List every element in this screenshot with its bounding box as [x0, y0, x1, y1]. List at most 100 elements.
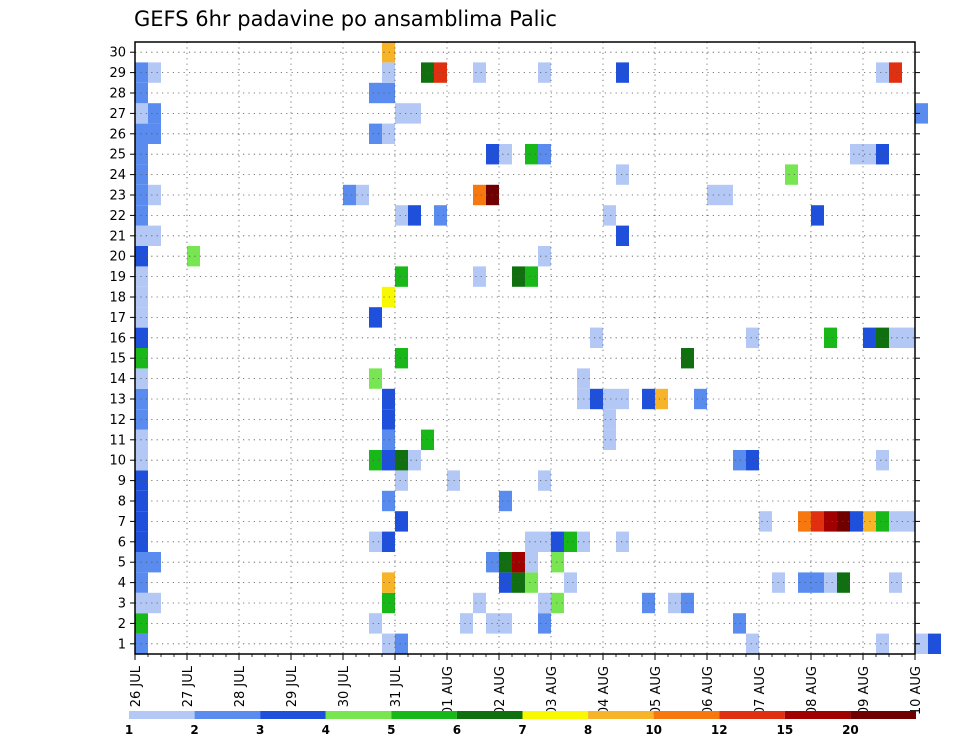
- heatmap-cell: [876, 633, 889, 654]
- y-tick-label: 4: [118, 576, 126, 591]
- heatmap-cell: [746, 327, 759, 348]
- heatmap-cell: [538, 592, 551, 614]
- x-tick-label: 27 JUL: [181, 665, 196, 707]
- heatmap-cell: [148, 184, 161, 206]
- legend-swatch: [129, 711, 195, 719]
- heatmap-cell: [395, 103, 408, 124]
- legend-label: 8: [584, 723, 592, 737]
- heatmap-cell: [434, 205, 447, 226]
- legend-label: 3: [256, 723, 264, 737]
- heatmap-cell: [473, 266, 486, 287]
- y-tick-label: 29: [109, 66, 126, 81]
- heatmap-cell: [148, 225, 161, 246]
- heatmap-cell: [499, 490, 512, 512]
- heatmap-cell: [538, 531, 551, 552]
- x-tick-label: 01 AUG: [441, 666, 456, 715]
- heatmap-cell: [473, 62, 486, 83]
- chart-title: GEFS 6hr padavine po ansamblima Palic: [134, 7, 557, 31]
- heatmap-cell: [902, 511, 915, 532]
- y-tick-label: 22: [109, 209, 126, 224]
- heatmap-cell: [564, 572, 577, 593]
- heatmap-cell: [785, 164, 798, 185]
- x-tick-label: 30 JUL: [337, 665, 352, 707]
- legend-swatch: [260, 711, 326, 719]
- heatmap-cell: [148, 62, 161, 83]
- y-tick-label: 16: [109, 331, 126, 346]
- heatmap-cell: [382, 123, 395, 144]
- heatmap-cell: [798, 572, 811, 593]
- x-tick-label: 02 AUG: [493, 666, 508, 715]
- x-tick-label: 05 AUG: [649, 666, 664, 715]
- x-tick-label: 04 AUG: [597, 666, 612, 715]
- heatmap-cell: [395, 266, 408, 287]
- y-tick-label: 2: [118, 617, 126, 632]
- heatmap-cell: [395, 511, 408, 532]
- heatmap-cell: [473, 592, 486, 614]
- heatmap-cell: [616, 164, 629, 185]
- heatmap-cell: [148, 123, 161, 144]
- legend-swatch: [522, 711, 589, 719]
- heatmap-cell: [746, 450, 759, 471]
- heatmap-cell: [395, 450, 408, 471]
- heatmap-cell: [876, 450, 889, 471]
- heatmap-cell: [382, 42, 395, 63]
- heatmap-cell: [603, 409, 616, 430]
- y-tick-label: 20: [109, 250, 126, 265]
- heatmap-cell: [824, 572, 837, 593]
- y-tick-label: 27: [109, 107, 126, 122]
- y-tick-label: 6: [118, 535, 126, 550]
- y-tick-label: 1: [118, 637, 126, 652]
- heatmap-cell: [681, 348, 694, 369]
- y-tick-label: 28: [109, 87, 126, 102]
- y-tick-label: 30: [109, 46, 126, 61]
- y-tick-label: 9: [118, 474, 126, 489]
- y-tick-label: 19: [109, 270, 126, 285]
- legend-label: 4: [322, 723, 330, 737]
- heatmap-cell: [590, 327, 603, 348]
- heatmap-cell: [369, 82, 382, 104]
- heatmap-cell: [408, 205, 421, 226]
- heatmap-cell: [538, 613, 551, 634]
- heatmap-cell: [382, 388, 395, 410]
- heatmap-cell: [538, 62, 551, 83]
- x-tick-label: 26 JUL: [129, 665, 144, 707]
- heatmap-cell: [408, 450, 421, 471]
- heatmap-cell: [876, 62, 889, 83]
- heatmap-cell: [915, 633, 928, 654]
- heatmap-cell: [850, 144, 863, 165]
- heatmap-cell: [148, 103, 161, 124]
- heatmap-cell: [889, 572, 902, 593]
- heatmap-cell: [382, 286, 395, 308]
- legend-label: 20: [842, 723, 859, 737]
- heatmap-cell: [616, 531, 629, 552]
- heatmap-cell: [668, 592, 681, 614]
- heatmap-cell: [616, 62, 629, 83]
- heatmap-cell: [915, 103, 928, 124]
- heatmap-cell: [902, 327, 915, 348]
- y-tick-label: 5: [118, 556, 126, 571]
- heatmap-cell: [889, 511, 902, 532]
- legend-swatch: [719, 711, 785, 719]
- heatmap-cell: [720, 184, 733, 206]
- heatmap-cell: [499, 144, 512, 165]
- heatmap-cell: [525, 572, 538, 593]
- legend-label: 15: [776, 723, 793, 737]
- heatmap-cell: [733, 613, 746, 634]
- heatmap-cell: [369, 531, 382, 552]
- heatmap-cell: [876, 144, 889, 165]
- color-legend: 1 2 3 4 5 6 7 8 10 12 15 20: [125, 711, 916, 737]
- heatmap-cell: [824, 327, 837, 348]
- x-tick-label: 29 JUL: [285, 665, 300, 707]
- heatmap-cell: [395, 348, 408, 369]
- heatmap-cell: [499, 613, 512, 634]
- y-tick-label: 8: [118, 495, 126, 510]
- heatmap-cell: [395, 205, 408, 226]
- legend-swatch: [653, 711, 720, 719]
- y-tick-label: 3: [118, 597, 126, 612]
- heatmap-cell: [811, 572, 824, 593]
- heatmap-cell: [382, 62, 395, 83]
- heatmap-cell: [408, 103, 421, 124]
- heatmap-cell: [343, 184, 356, 206]
- heatmap-cell: [551, 592, 564, 614]
- heatmap-cell: [382, 409, 395, 430]
